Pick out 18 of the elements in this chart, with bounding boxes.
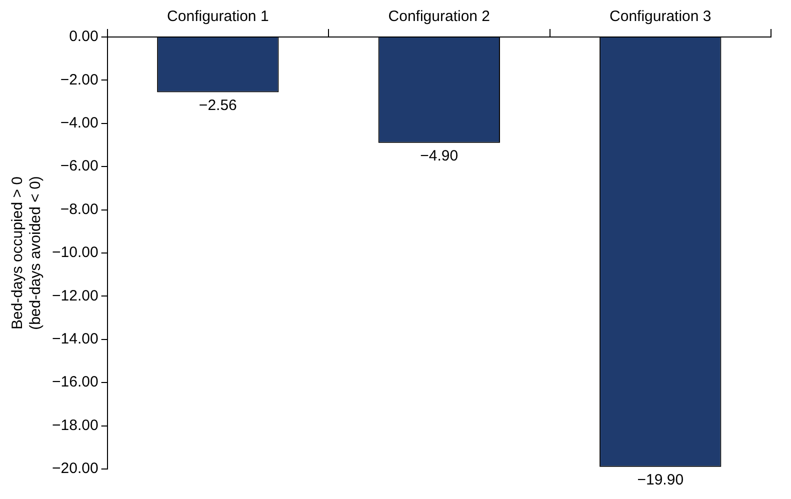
data-label: −4.90 (420, 147, 458, 164)
y-tick-label: −16.00 (52, 374, 98, 391)
y-tick-label: 0.00 (69, 28, 98, 46)
y-tick-label: −2.00 (60, 71, 98, 88)
y-tick-label: −14.00 (52, 330, 98, 348)
y-tick-label: −6.00 (60, 158, 98, 175)
data-label: −19.90 (637, 471, 684, 488)
y-tick-label: −18.00 (52, 416, 98, 434)
y-tick-label: −12.00 (52, 287, 98, 304)
y-tick-label: −20.00 (52, 460, 98, 478)
y-tick-label: −10.00 (52, 244, 98, 262)
y-axis-title: Bed-days occupied > 0 (bed-days avoided < 0) (9, 176, 44, 330)
x-tick-label: Configuration 1 (167, 8, 269, 26)
y-tick-label: −8.00 (60, 200, 98, 218)
x-tick-label: Configuration 2 (388, 8, 490, 26)
x-tick-label: Configuration 3 (610, 8, 712, 26)
data-label: −2.56 (198, 96, 237, 114)
y-tick-label: −4.00 (60, 114, 98, 132)
